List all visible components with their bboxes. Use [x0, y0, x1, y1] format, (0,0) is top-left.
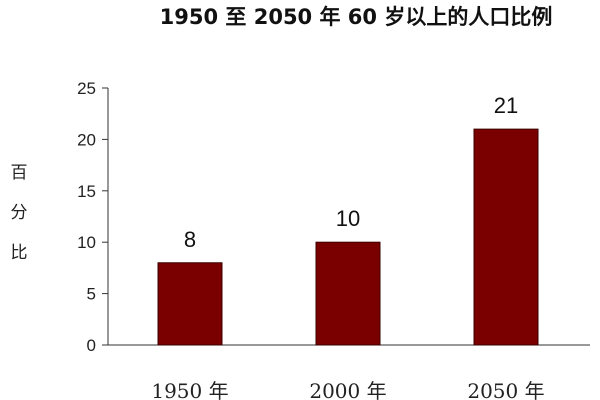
data-label: 8 [184, 227, 196, 252]
data-label: 10 [336, 206, 360, 231]
y-tick-label: 20 [77, 130, 96, 149]
y-axis-label-char: 百 [11, 163, 28, 183]
bars [157, 128, 539, 346]
category-labels: 1950 年 2000 年 2050 年 [151, 379, 544, 400]
y-axis-label: 百分比 [11, 163, 28, 263]
bar [473, 128, 539, 346]
y-tick-label: 5 [87, 285, 96, 304]
y-axis-label-char: 分 [11, 203, 28, 223]
category-label: 1950 年 [151, 379, 228, 400]
category-label: 2000 年 [309, 379, 386, 400]
data-label: 21 [494, 93, 518, 118]
y-axis-label-char: 比 [11, 243, 28, 263]
chart-title: 1950 至 2050 年 60 岁以上的人口比例 [160, 5, 553, 29]
y-tick-label: 25 [77, 79, 96, 98]
category-label: 2050 年 [467, 379, 544, 400]
y-axis: 0 5 10 15 20 25 [77, 79, 109, 355]
y-tick-label: 0 [87, 336, 96, 355]
bar [157, 262, 223, 346]
data-labels: 8 10 21 [184, 93, 518, 252]
bar [315, 241, 381, 346]
y-tick-label: 10 [77, 233, 96, 252]
y-tick-label: 15 [77, 182, 96, 201]
